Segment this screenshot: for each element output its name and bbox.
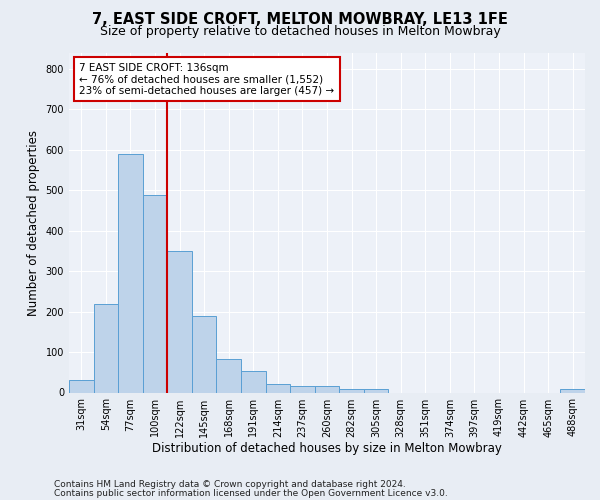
- Bar: [315, 386, 339, 392]
- Text: 7, EAST SIDE CROFT, MELTON MOWBRAY, LE13 1FE: 7, EAST SIDE CROFT, MELTON MOWBRAY, LE13…: [92, 12, 508, 28]
- Bar: [339, 390, 364, 392]
- Text: Contains HM Land Registry data © Crown copyright and database right 2024.: Contains HM Land Registry data © Crown c…: [54, 480, 406, 489]
- Bar: [217, 359, 241, 392]
- Bar: [143, 195, 167, 392]
- Y-axis label: Number of detached properties: Number of detached properties: [27, 130, 40, 316]
- Bar: [241, 371, 266, 392]
- Bar: [192, 316, 217, 392]
- Bar: [167, 251, 192, 392]
- Text: Contains public sector information licensed under the Open Government Licence v3: Contains public sector information licen…: [54, 489, 448, 498]
- Text: Size of property relative to detached houses in Melton Mowbray: Size of property relative to detached ho…: [100, 25, 500, 38]
- Bar: [118, 154, 143, 392]
- Text: 7 EAST SIDE CROFT: 136sqm
← 76% of detached houses are smaller (1,552)
23% of se: 7 EAST SIDE CROFT: 136sqm ← 76% of detac…: [79, 62, 334, 96]
- Bar: [364, 390, 388, 392]
- Bar: [560, 390, 585, 392]
- X-axis label: Distribution of detached houses by size in Melton Mowbray: Distribution of detached houses by size …: [152, 442, 502, 456]
- Bar: [290, 386, 315, 392]
- Bar: [69, 380, 94, 392]
- Bar: [94, 304, 118, 392]
- Bar: [266, 384, 290, 392]
